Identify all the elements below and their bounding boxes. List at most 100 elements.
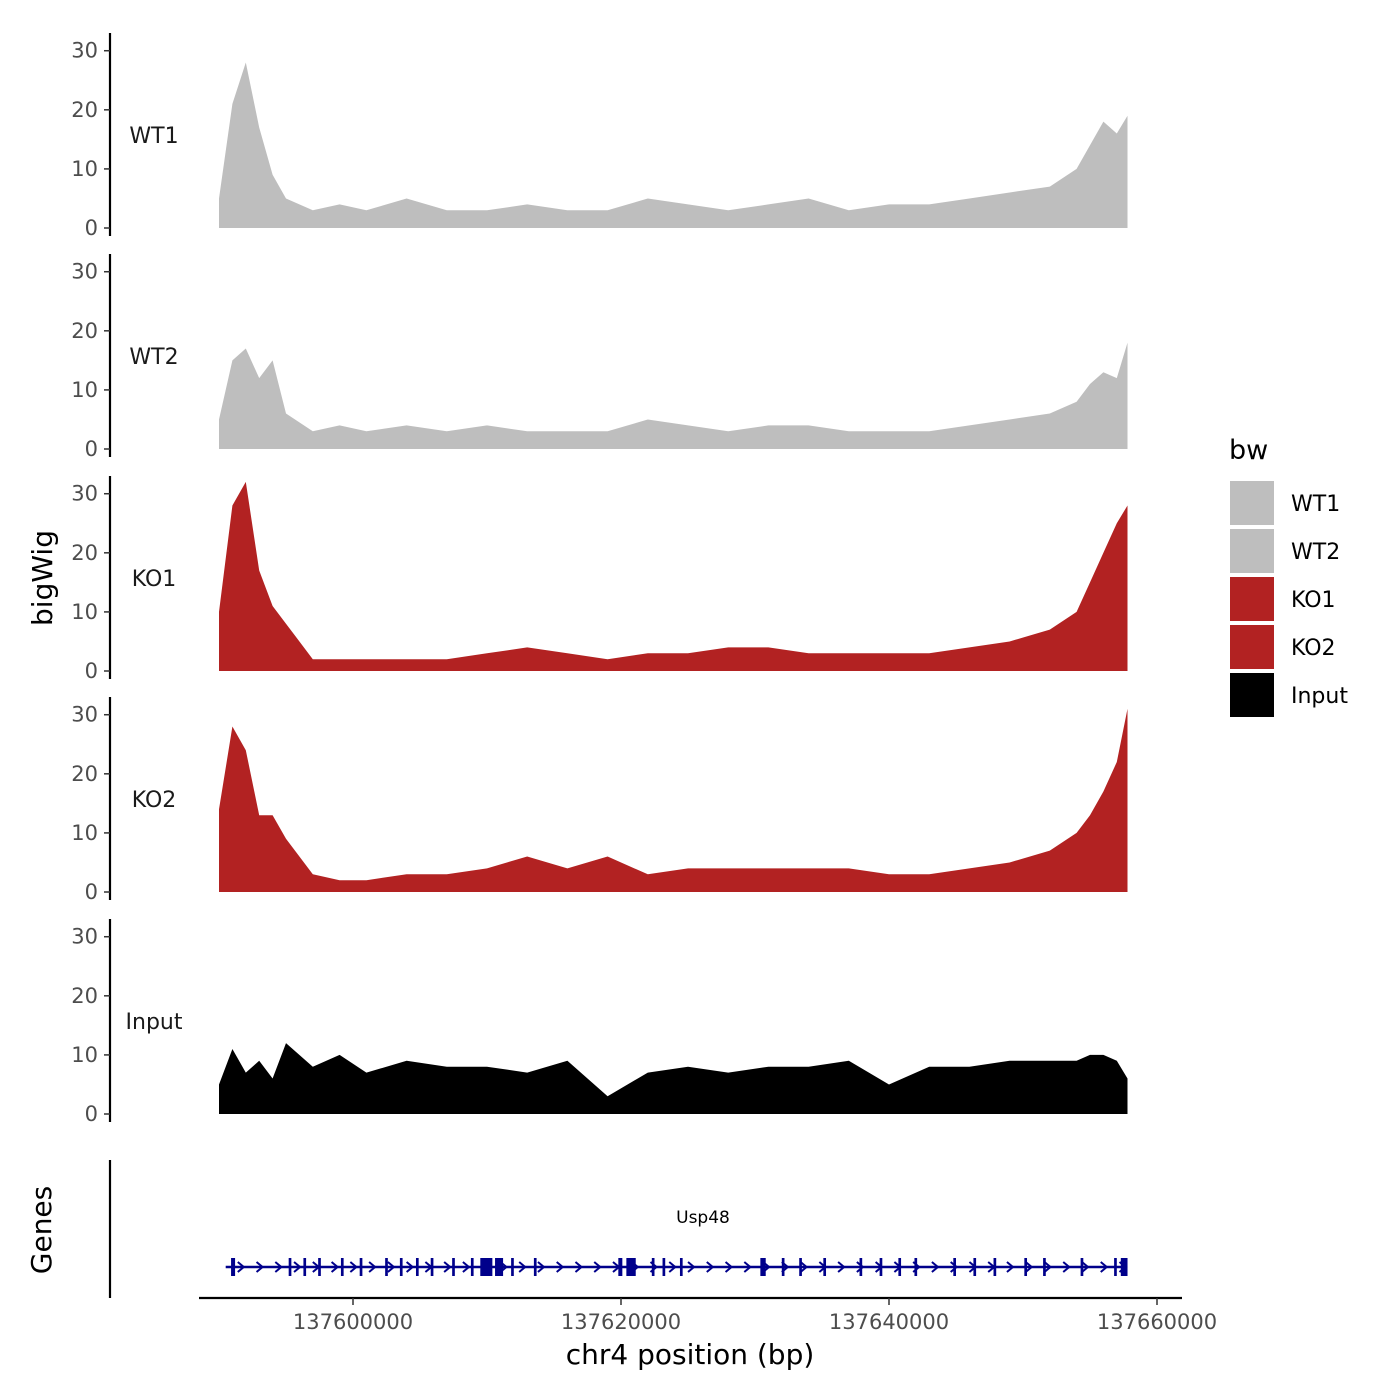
y-tick-label: 0 [85, 437, 98, 461]
gene-exon [823, 1258, 827, 1276]
strand-arrow [462, 1261, 471, 1273]
y-tick-label: 20 [71, 984, 98, 1008]
strand-arrow [237, 1261, 246, 1273]
strand-arrow [724, 1261, 734, 1273]
strand-arrow [743, 1261, 752, 1273]
series-area-ko1 [219, 481, 1128, 671]
legend-label-input: Input [1291, 684, 1348, 709]
gene-exon [495, 1258, 504, 1276]
y-tick-label: 0 [85, 1102, 98, 1126]
y-tick-label: 30 [71, 482, 98, 506]
gene-exon [1043, 1258, 1046, 1276]
gene-exon [288, 1258, 292, 1276]
gene-exon [1024, 1258, 1028, 1276]
gene-exon [231, 1258, 236, 1276]
strand-arrow [1006, 1261, 1015, 1273]
y-tick-label: 30 [71, 925, 98, 949]
legend-key-input [1228, 671, 1276, 719]
x-tick-label: 137640000 [829, 1310, 949, 1334]
strand-arrow [1025, 1261, 1034, 1273]
series-area-input [219, 1043, 1128, 1114]
gene-exon [651, 1258, 655, 1276]
gene-exon [973, 1258, 977, 1276]
y-tick-label: 10 [71, 378, 98, 402]
y-tick-label: 10 [71, 157, 98, 181]
strand-arrow [518, 1261, 527, 1273]
strand-arrow [950, 1261, 959, 1273]
strand-arrow [574, 1261, 584, 1273]
y-tick-label: 0 [85, 216, 98, 240]
gene-exon [760, 1258, 766, 1276]
legend-key-wt2 [1228, 527, 1276, 575]
y-tick-label: 10 [71, 821, 98, 845]
strand-arrow [593, 1261, 602, 1273]
gene-exon [480, 1258, 493, 1276]
gene-exon [618, 1258, 623, 1276]
y-axis-title: bigWig [26, 530, 59, 626]
x-axis-title: chr4 position (bp) [566, 1338, 815, 1371]
strand-arrow [931, 1261, 940, 1273]
y-tick-label: 20 [71, 98, 98, 122]
strand-arrow [387, 1261, 396, 1273]
gene-exon [399, 1258, 403, 1276]
track-label: Input [126, 1010, 183, 1035]
gene-exon [533, 1258, 537, 1276]
track-label: KO1 [132, 567, 177, 592]
track-label: WT1 [129, 124, 178, 149]
gene-exon [914, 1258, 918, 1276]
gene-exon [1114, 1258, 1117, 1276]
gene-exon [452, 1258, 455, 1276]
y-tick-label: 20 [71, 319, 98, 343]
y-tick-label: 10 [71, 600, 98, 624]
legend-title: bw [1229, 435, 1268, 466]
gene-exon [679, 1258, 683, 1276]
y-tick-label: 0 [85, 880, 98, 904]
gene-exon [430, 1258, 434, 1276]
gene-exon [470, 1258, 474, 1276]
legend-label-ko2: KO2 [1291, 636, 1336, 661]
gene-name-label: Usp48 [676, 1208, 730, 1228]
y-tick-label: 30 [71, 260, 98, 284]
gene-exon [859, 1258, 863, 1276]
strand-arrow [837, 1261, 846, 1273]
y-tick-label: 20 [71, 541, 98, 565]
legend-label-ko1: KO1 [1291, 588, 1336, 613]
legend-key-wt1 [1228, 479, 1276, 527]
x-tick-label: 137620000 [561, 1310, 681, 1334]
strand-arrow [668, 1261, 677, 1273]
y-tick-label: 10 [71, 1043, 98, 1067]
strand-arrow [687, 1261, 696, 1273]
x-tick-label: 137600000 [293, 1310, 413, 1334]
strand-arrow [274, 1261, 283, 1273]
series-area-ko2 [219, 708, 1128, 892]
strand-arrow [443, 1261, 452, 1273]
legend-key-ko2 [1228, 623, 1276, 671]
coverage-tracks: 0 10 20 30 WT1 0 10 20 30 WT2 0 10 20 30 KO1 0 10 20 30 KO2… [71, 33, 1128, 1126]
gene-exon [340, 1258, 344, 1276]
gene-exon [781, 1258, 785, 1276]
strand-arrow [537, 1261, 546, 1273]
series-area-wt1 [219, 62, 1128, 228]
strand-arrow [1081, 1261, 1090, 1273]
legend-label-wt1: WT1 [1291, 492, 1340, 517]
gene-exon [993, 1258, 997, 1276]
gene-exon [953, 1258, 956, 1276]
gene-exon [318, 1258, 321, 1276]
strand-arrow [556, 1261, 565, 1273]
strand-arrow [405, 1261, 415, 1273]
legend-label-wt2: WT2 [1291, 540, 1340, 565]
gene-exon [511, 1258, 514, 1276]
gene-exon [415, 1258, 419, 1276]
gene-exon [799, 1258, 802, 1276]
gene-exon [1120, 1258, 1128, 1276]
x-tick-label: 137660000 [1097, 1310, 1217, 1334]
gene-exon [898, 1258, 902, 1276]
strand-arrow [330, 1261, 340, 1273]
strand-arrow [349, 1261, 358, 1273]
track-label: WT2 [129, 345, 178, 370]
strand-arrow [1100, 1261, 1109, 1273]
gene-exon [303, 1258, 307, 1276]
track-label: KO2 [132, 788, 177, 813]
gene-exon [359, 1258, 363, 1276]
